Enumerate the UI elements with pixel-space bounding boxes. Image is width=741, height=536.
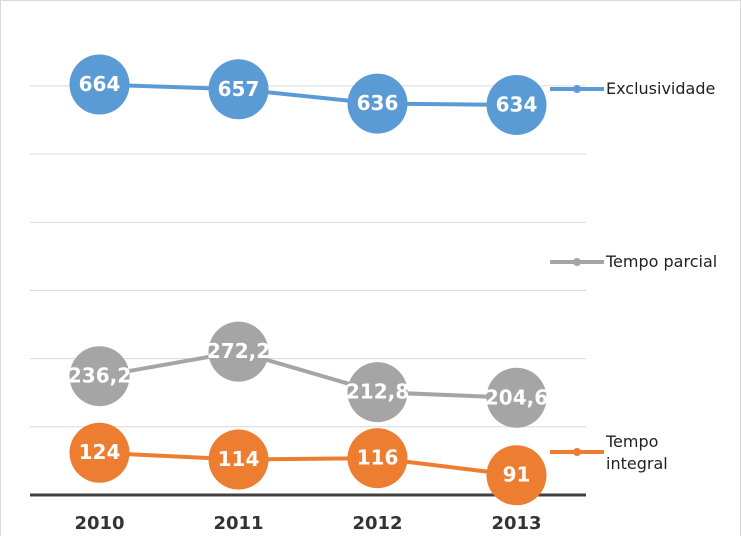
- data-label: 116: [357, 446, 399, 470]
- legend-marker: [573, 258, 581, 266]
- x-tick-label: 2011: [213, 513, 263, 534]
- data-label: 657: [218, 77, 260, 101]
- data-point: [347, 362, 408, 423]
- data-point: [208, 429, 269, 490]
- data-label: 212,8: [346, 380, 409, 404]
- data-point: [347, 428, 408, 489]
- data-label: 664: [79, 72, 121, 96]
- x-tick-label: 2010: [74, 513, 124, 534]
- data-point: [208, 59, 269, 120]
- data-point: [486, 367, 547, 428]
- data-label: 636: [357, 91, 399, 115]
- legend-label: Tempo integral: [606, 432, 668, 473]
- data-point: [69, 346, 130, 407]
- x-tick-label: 2012: [352, 513, 402, 534]
- data-label: 204,6: [485, 385, 548, 409]
- data-label: 236,2: [68, 364, 131, 388]
- data-point: [347, 73, 408, 134]
- data-label: 91: [503, 463, 531, 487]
- series-line: [99, 82, 517, 107]
- legend-label: Tempo parcial: [606, 252, 718, 271]
- data-label: 634: [496, 92, 538, 116]
- data-label: 124: [79, 440, 121, 464]
- data-point: [486, 74, 547, 135]
- x-tick-label: 2013: [491, 513, 541, 534]
- data-point: [208, 321, 269, 382]
- data-label: 114: [218, 447, 260, 471]
- series-line: [99, 450, 517, 478]
- data-label: 272,2: [207, 339, 270, 363]
- legend-marker: [573, 85, 581, 93]
- legend-label: Exclusividade: [606, 79, 716, 98]
- data-point: [486, 445, 547, 506]
- series-line: [99, 349, 517, 400]
- legend-marker: [573, 448, 581, 456]
- data-point: [69, 54, 130, 115]
- data-point: [69, 422, 130, 483]
